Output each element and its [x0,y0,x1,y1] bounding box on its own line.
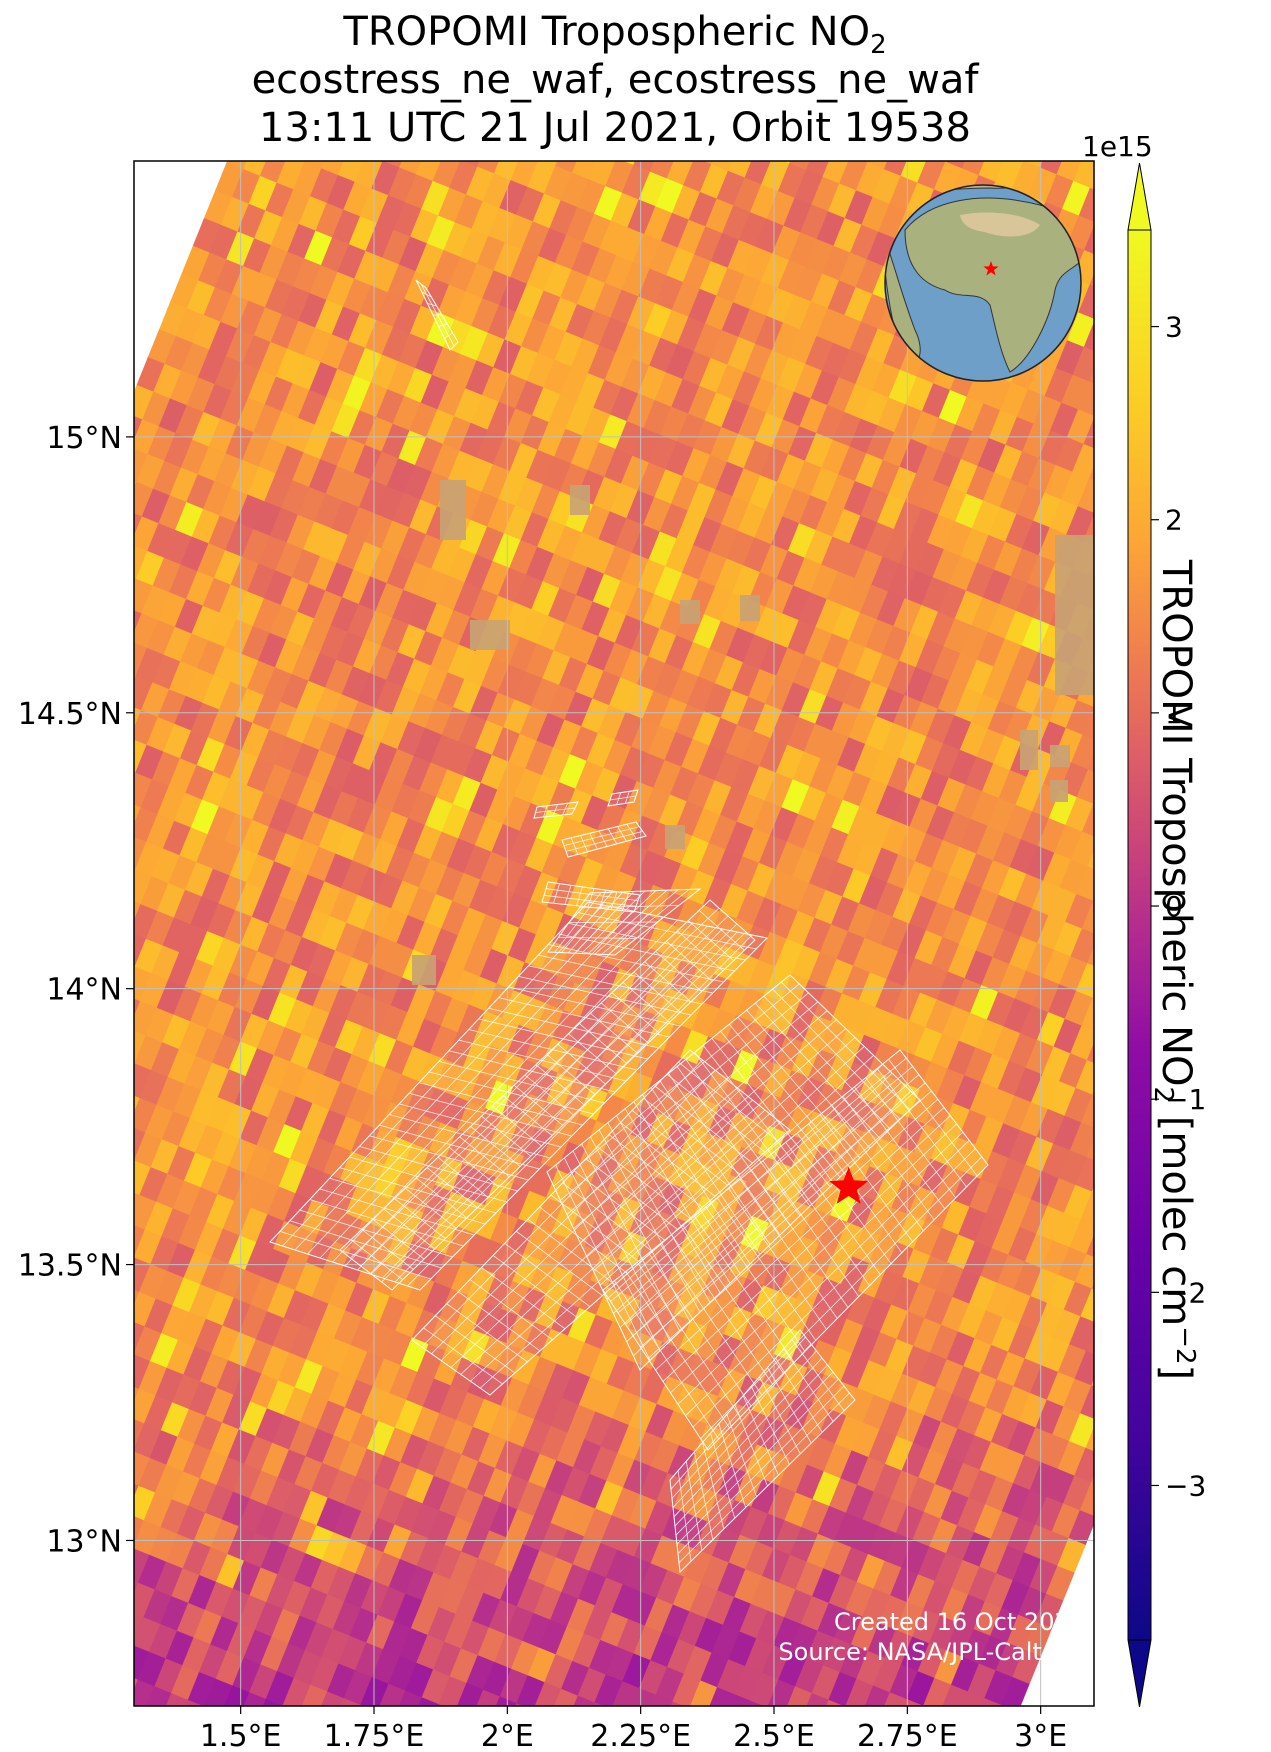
colorbar-tick-label: 1 [1165,697,1183,730]
x-tick-label: 1.75°E [324,1719,425,1752]
y-tick-label: 13.5°N [18,1249,122,1284]
axis-ticks: 1.5°E 1.75°E 2°E 2.25°E 2.5°E 2.75°E 3°E 15°N 14… [18,421,1067,1752]
globe-star-icon [983,261,999,276]
colorbar-label-main: TROPOMI Tropospheric NO [1153,559,1199,1087]
footprint-swath [339,899,756,1291]
title-main: TROPOMI Tropospheric NO [343,9,871,55]
title-line-1: TROPOMI Tropospheric NO2 [0,9,1230,58]
title-subscript: 2 [870,30,887,60]
title-line-2: ecostress_ne_waf, ecostress_ne_waf [251,57,979,103]
y-tick-label: 15°N [46,421,122,456]
footprint-swath [541,881,641,913]
colorbar: 3 2 1 0 −1 −2 −3 [1127,162,1206,1708]
x-tick-label: 2.75°E [857,1719,958,1752]
gridlines [134,161,1094,1706]
colorbar-label-sub: 2 [1148,1086,1178,1104]
source-credit-text: Source: NASA/JPL-Caltech [778,1638,1085,1666]
colorbar-tick-label: 0 [1165,890,1183,923]
footprint-swath [669,1329,856,1574]
map-frame [133,160,1095,1707]
y-tick-label: 14.5°N [18,697,122,732]
colorbar-label-end: ] [1153,1364,1199,1381]
created-date-text: Created 16 Oct 2024 [834,1608,1085,1636]
colorbar-multiplier: 1e15 [1082,130,1153,163]
colorbar-label-units: [molec cm [1153,1103,1199,1327]
footprint-swath [533,801,579,819]
globe-land [885,185,1081,373]
inset-globe [884,184,1082,382]
x-tick-label: 2°E [481,1719,534,1752]
footprint-swath [607,789,639,807]
x-tick-label: 2.25°E [590,1719,691,1752]
target-star [829,1166,869,1204]
y-tick-label: 14°N [46,973,122,1008]
footprint-swath [561,821,647,858]
x-tick-label: 1.5°E [200,1719,282,1752]
target-star-icon [829,1166,869,1204]
colorbar-tick-label: 2 [1165,504,1183,537]
colorbar-tick-label: −2 [1165,1276,1206,1309]
x-tick-label: 3°E [1014,1719,1067,1752]
colorbar-tick-label: −1 [1165,1083,1206,1116]
colorbar-label: TROPOMI Tropospheric NO2 [molec cm−2] [1148,559,1200,1381]
colorbar-tick-label: 3 [1165,311,1183,344]
x-tick-label: 2.5°E [733,1719,815,1752]
colorbar-tick-label: −3 [1165,1469,1206,1502]
y-tick-label: 13°N [46,1524,122,1559]
ecostress-footprints [269,279,989,1574]
colorbar-label-sup: −2 [1170,1326,1200,1365]
footprint-swath [546,974,921,1371]
footprint-swath [547,888,702,956]
footprint-swath [415,279,459,351]
title-line-3: 13:11 UTC 21 Jul 2021, Orbit 19538 [259,105,971,151]
